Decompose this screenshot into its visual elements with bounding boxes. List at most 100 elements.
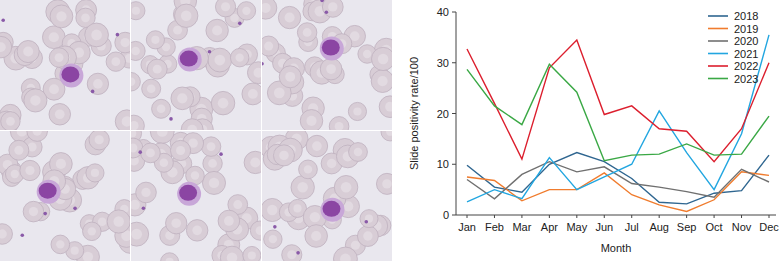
y-tick xyxy=(452,62,456,63)
x-tick-label: Jan xyxy=(458,221,476,233)
red-cell-center xyxy=(141,188,150,197)
panel-separator xyxy=(130,0,131,131)
x-tick xyxy=(604,215,605,218)
red-cell-center xyxy=(88,227,96,235)
legend-label: 2019 xyxy=(734,23,758,35)
red-cell xyxy=(371,70,392,93)
cell-nucleus xyxy=(322,39,340,55)
x-tick-label: Oct xyxy=(706,221,723,233)
x-tick-label: May xyxy=(566,221,587,233)
red-cell xyxy=(206,19,228,41)
cell-nucleus xyxy=(61,66,79,82)
red-cell xyxy=(333,247,357,261)
red-cell-center xyxy=(306,116,316,126)
red-cell-center xyxy=(173,26,182,35)
y-tick-label: 0 xyxy=(443,209,449,221)
red-cell-center xyxy=(378,54,388,64)
red-cell-center xyxy=(14,146,23,155)
x-tick xyxy=(494,215,495,218)
red-cell-center xyxy=(208,159,217,168)
legend-label: 2023 xyxy=(734,73,758,85)
red-cell xyxy=(244,151,261,173)
x-tick-label: Dec xyxy=(759,221,779,233)
legend-swatch xyxy=(708,15,728,17)
series-line xyxy=(467,40,769,162)
red-cell xyxy=(262,0,277,19)
red-cell xyxy=(211,91,234,114)
red-cell-center xyxy=(11,170,19,178)
red-cell xyxy=(131,72,140,91)
red-cell xyxy=(357,226,378,247)
cell-nucleus xyxy=(322,201,340,217)
micrograph xyxy=(131,131,261,261)
red-cell xyxy=(242,83,261,105)
platelet xyxy=(238,22,242,26)
red-cell-center xyxy=(166,258,174,261)
red-cell-center xyxy=(382,179,391,188)
red-cell xyxy=(297,23,316,42)
red-cell xyxy=(282,245,302,261)
red-cell xyxy=(23,201,44,222)
red-cell xyxy=(376,173,392,194)
red-cell-center xyxy=(131,200,140,210)
red-cell xyxy=(115,32,130,53)
red-cell-center xyxy=(131,47,140,56)
series-line xyxy=(467,172,769,212)
red-cell xyxy=(320,58,342,80)
red-cell-center xyxy=(187,125,197,130)
red-cell-center xyxy=(267,205,277,215)
x-tick xyxy=(659,215,660,218)
legend-swatch xyxy=(708,65,728,67)
red-cell-center xyxy=(209,178,219,188)
red-cell xyxy=(262,36,279,56)
red-cell-center xyxy=(153,65,162,74)
x-tick xyxy=(549,215,550,218)
micrograph xyxy=(131,0,261,130)
red-cell xyxy=(300,110,323,130)
red-cell xyxy=(329,117,349,130)
series-line xyxy=(467,35,769,202)
platelet xyxy=(364,220,368,224)
red-cell-center xyxy=(151,36,159,44)
y-tick xyxy=(452,113,456,114)
red-cell-center xyxy=(287,250,296,259)
red-cell-center xyxy=(303,28,312,37)
figure: 010203040JanFebMarAprMayJunJulAugSepOctN… xyxy=(0,0,784,262)
red-cell xyxy=(42,26,65,49)
red-cell-center xyxy=(113,216,123,226)
cell-cytoplasm xyxy=(320,198,344,222)
y-tick-label: 10 xyxy=(437,158,449,170)
series-line xyxy=(467,162,769,199)
series-line xyxy=(467,64,769,160)
red-cell xyxy=(27,131,48,141)
red-cell-center xyxy=(304,165,312,173)
red-cell xyxy=(146,31,164,49)
red-cell xyxy=(243,246,261,261)
red-cell xyxy=(51,235,70,254)
red-cell xyxy=(381,131,392,141)
red-cell xyxy=(115,110,130,130)
red-cell-center xyxy=(49,84,59,94)
chart-bg xyxy=(400,0,784,262)
red-cell xyxy=(202,171,225,194)
legend: 201820192020202120222023 xyxy=(708,10,758,85)
cell-cytoplasm xyxy=(37,180,61,204)
legend-label: 2021 xyxy=(734,48,758,60)
red-cell-center xyxy=(160,158,169,167)
y-tick-label: 40 xyxy=(437,6,449,18)
platelet xyxy=(116,33,120,37)
legend-swatch xyxy=(708,78,728,80)
red-cell xyxy=(247,62,261,84)
red-cell-center xyxy=(248,251,256,259)
platelet xyxy=(296,251,300,255)
x-tick-label: Nov xyxy=(732,221,752,233)
red-cell xyxy=(131,41,145,60)
red-cell-center xyxy=(56,240,64,248)
red-cell-center xyxy=(386,131,392,136)
red-cell-center xyxy=(157,105,166,114)
red-cell xyxy=(305,225,328,248)
platelet xyxy=(219,152,223,156)
red-cell xyxy=(278,6,300,28)
red-cell-center xyxy=(132,7,140,15)
red-cell xyxy=(372,47,392,70)
